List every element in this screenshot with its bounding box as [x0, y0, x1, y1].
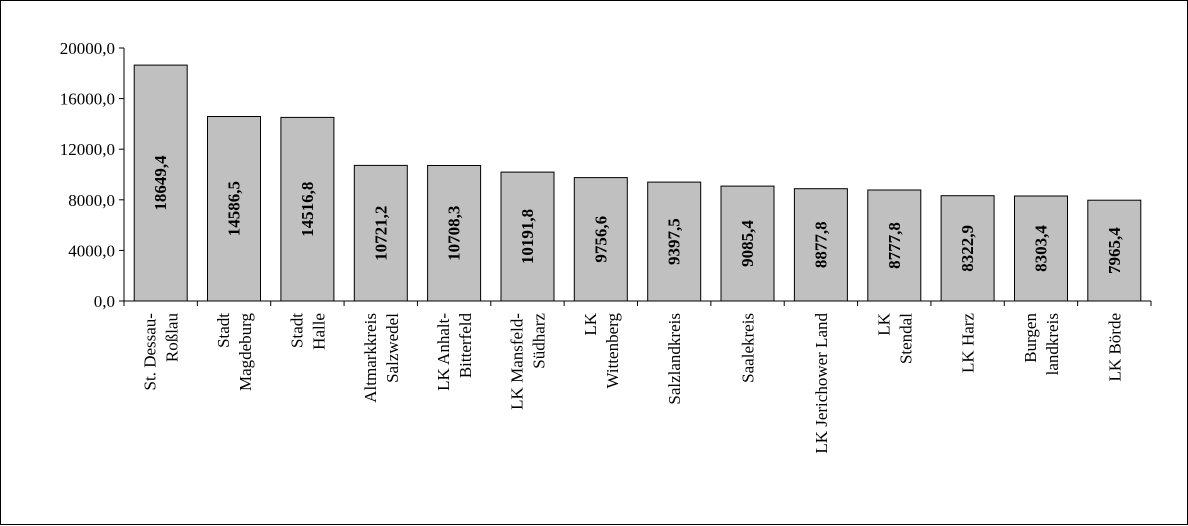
category-label: LK Stendal [874, 312, 915, 364]
y-tick-label: 4000,0 [68, 241, 115, 260]
bar-value-label: 9085,4 [738, 220, 757, 267]
category-label-line: Salzwedel [383, 313, 402, 383]
category-label-line: Halle [309, 313, 328, 350]
bar-value-labels: 18649,4 14586,5 14516,8 10721,2 10708,3 10191… [151, 155, 1124, 274]
bar-value-label: 14516,8 [298, 182, 317, 237]
y-tick-label: 12000,0 [60, 140, 115, 159]
bar [793, 188, 848, 302]
bars-layer [133, 64, 1142, 302]
category-label-line: LK Harz [959, 313, 978, 373]
bar [353, 164, 408, 302]
axes [119, 47, 1152, 306]
bar-value-label: 8877,8 [811, 221, 830, 268]
category-label: St. Dessau- Roßlau [141, 313, 182, 391]
category-label: Saalekreis [739, 313, 758, 383]
bar-value-label: 10191,8 [518, 209, 537, 264]
bar [647, 181, 702, 302]
category-label: LK Wittenberg [581, 312, 622, 388]
category-label-line: landkreis [1043, 313, 1062, 375]
category-label-line: LK Jerichower Land [812, 313, 831, 454]
bar [940, 195, 995, 302]
bar-value-label: 10721,2 [371, 206, 390, 261]
category-label-line: LK [874, 312, 893, 335]
category-label-line: LK [581, 312, 600, 335]
bar-value-label: 8777,8 [885, 222, 904, 269]
bar [1087, 199, 1142, 302]
category-label-line: Saalekreis [739, 313, 758, 383]
bar [867, 189, 922, 302]
bar [207, 116, 261, 302]
bar-value-label: 14586,5 [225, 181, 244, 236]
y-axis-tick-labels: 0,0 4000,0 8000,0 12000,0 16000,0 20000,0 [60, 39, 115, 311]
bar-value-label: 18649,4 [151, 155, 170, 211]
category-label-line: LK Mansfeld- [508, 313, 527, 410]
category-label-line: Stadt [287, 313, 306, 348]
y-tick-label: 16000,0 [60, 90, 115, 109]
y-tick-label: 20000,0 [60, 39, 115, 58]
category-label: Burgen landkreis [1021, 313, 1062, 376]
category-label-line: Südharz [530, 313, 549, 369]
category-label-line: Wittenberg [603, 312, 622, 388]
y-tick-label: 8000,0 [68, 191, 115, 210]
bar-value-label: 7965,4 [1105, 227, 1124, 274]
category-label: LK Börde [1105, 313, 1124, 381]
category-label: Stadt Halle [287, 313, 328, 350]
category-label-line: Roßlau [163, 313, 182, 363]
category-label-line: Stendal [896, 313, 915, 364]
x-axis-category-labels: St. Dessau- Roßlau Stadt Magdeburg Stadt Hall… [141, 312, 1125, 453]
category-label-line: Altmarkkreis [361, 313, 380, 403]
category-label: LK Anhalt- Bitterfeld [434, 313, 475, 391]
category-label: Salzlandkreis [665, 313, 684, 405]
category-label-line: LK Börde [1105, 313, 1124, 381]
bar [427, 165, 482, 302]
category-label-line: Bitterfeld [456, 313, 475, 379]
bar-value-label: 10708,3 [445, 206, 464, 261]
category-label: LK Mansfeld- Südharz [508, 313, 549, 410]
category-label: LK Harz [959, 313, 978, 373]
category-label-line: Magdeburg [236, 312, 255, 391]
bar-value-label: 8322,9 [958, 225, 977, 272]
category-label: Altmarkkreis Salzwedel [361, 313, 402, 403]
bar [133, 64, 188, 302]
bar-value-label: 8303,4 [1031, 225, 1050, 272]
bar-value-label: 9397,5 [665, 218, 684, 265]
bar-value-label: 9756,6 [591, 216, 610, 263]
category-label: Stadt Magdeburg [214, 312, 255, 391]
category-label-line: Burgen [1021, 313, 1040, 363]
y-tick-label: 0,0 [94, 292, 115, 311]
category-label-line: Salzlandkreis [665, 313, 684, 405]
category-label: LK Jerichower Land [812, 313, 831, 454]
category-label-line: St. Dessau- [141, 313, 160, 391]
category-label-line: LK Anhalt- [434, 313, 453, 391]
bar [280, 116, 335, 302]
category-label-line: Stadt [214, 313, 233, 348]
bar [500, 171, 555, 302]
